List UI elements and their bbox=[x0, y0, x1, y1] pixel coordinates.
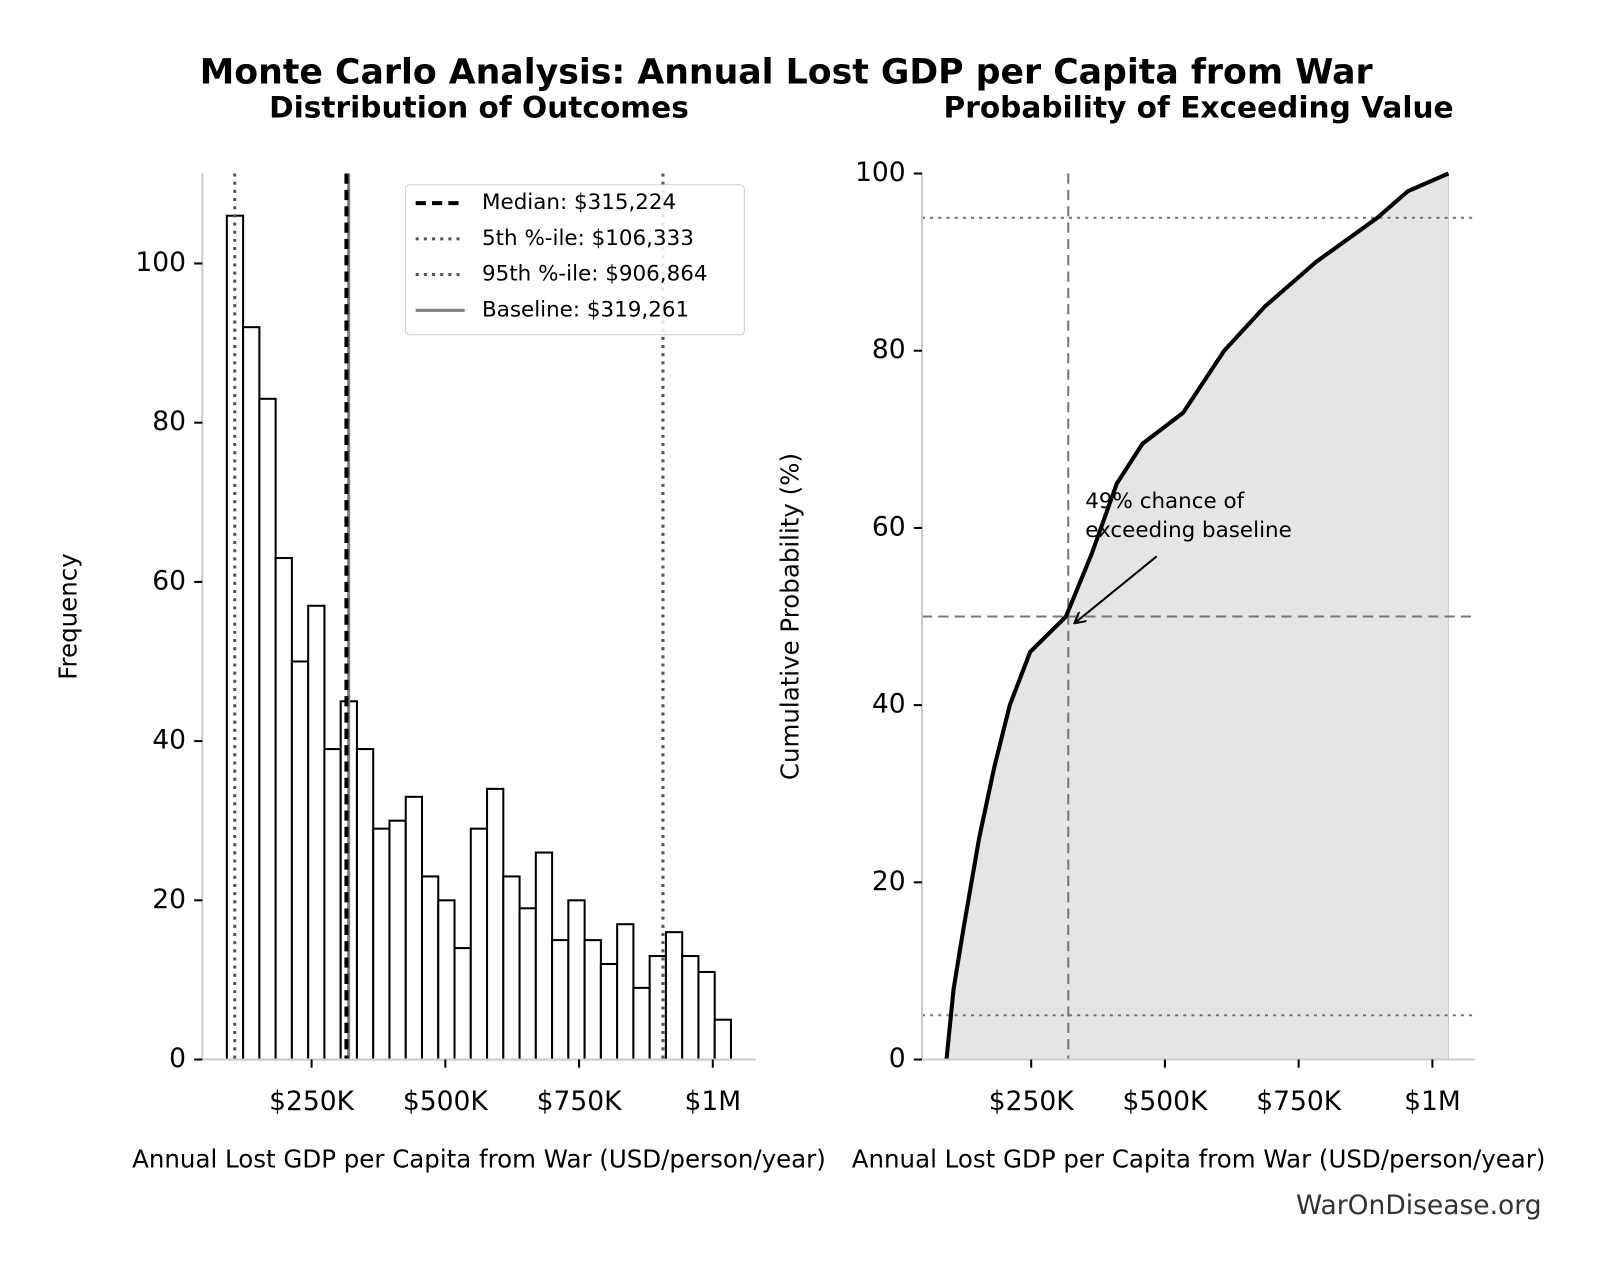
hist-bar bbox=[502, 875, 521, 1061]
y-axis-label: Frequency bbox=[54, 553, 83, 679]
y-tick-label: 100 bbox=[135, 247, 186, 278]
annotation: exceeding baseline bbox=[1085, 518, 1292, 543]
hist-bar bbox=[567, 899, 586, 1061]
hist-bar bbox=[290, 660, 310, 1061]
x-tick-label: $250K bbox=[269, 1086, 354, 1117]
x-tick-label: $500K bbox=[1123, 1086, 1208, 1117]
y-tick-label: 60 bbox=[872, 511, 906, 542]
y-tick-label: 20 bbox=[152, 884, 186, 915]
hist-bar bbox=[355, 748, 375, 1061]
subplot-title: Distribution of Outcomes bbox=[269, 91, 689, 125]
hist-bar bbox=[486, 787, 505, 1061]
hist-bar bbox=[372, 827, 391, 1061]
y-tick-label: 60 bbox=[152, 565, 186, 596]
hist-bar bbox=[323, 748, 342, 1061]
hist-bar bbox=[534, 851, 554, 1061]
hist-bar bbox=[713, 1018, 733, 1061]
x-axis-label: Annual Lost GDP per Capita from War (USD… bbox=[852, 1145, 1546, 1174]
line bbox=[944, 171, 1450, 1060]
hist-bar bbox=[599, 962, 619, 1061]
y-tick-label: 40 bbox=[152, 725, 186, 756]
hist-bar bbox=[453, 947, 472, 1061]
x-tick-label: $1M bbox=[684, 1086, 741, 1117]
y-tick-label: 20 bbox=[872, 866, 906, 897]
hist-bar bbox=[469, 827, 489, 1061]
hist-bar bbox=[632, 986, 651, 1061]
legend-label: Median: $315,224 bbox=[482, 190, 676, 215]
hist-bar bbox=[551, 939, 570, 1061]
x-axis-label: Annual Lost GDP per Capita from War (USD… bbox=[132, 1145, 826, 1174]
legend-box bbox=[404, 184, 745, 336]
y-tick-label: 0 bbox=[169, 1043, 186, 1074]
subplot-title: Probability of Exceeding Value bbox=[944, 91, 1454, 125]
hist-bar bbox=[420, 875, 440, 1061]
hist-bar bbox=[274, 556, 293, 1061]
x-tick-label: $500K bbox=[403, 1086, 488, 1117]
y-tick-label: 40 bbox=[872, 689, 906, 720]
hist-bar bbox=[681, 955, 700, 1061]
x-tick-label: $750K bbox=[537, 1086, 622, 1117]
hist-bar bbox=[258, 397, 277, 1061]
legend-label: 95th %-ile: $906,864 bbox=[482, 262, 707, 287]
y-tick-label: 80 bbox=[152, 406, 186, 437]
figure-title: Monte Carlo Analysis: Annual Lost GDP pe… bbox=[200, 52, 1373, 92]
y-tick-label: 80 bbox=[872, 334, 906, 365]
hist-bar bbox=[388, 819, 407, 1061]
legend-label: Baseline: $319,261 bbox=[482, 297, 689, 322]
annotation: 49% chance of bbox=[1085, 489, 1244, 514]
annotation-arrow bbox=[1074, 555, 1158, 623]
hist-bar bbox=[437, 899, 456, 1061]
hist-bar bbox=[307, 604, 326, 1061]
y-tick-label: 0 bbox=[889, 1043, 906, 1074]
x-tick-label: $1M bbox=[1404, 1086, 1461, 1117]
hist-bar bbox=[664, 931, 684, 1061]
source: WarOnDisease.org bbox=[1296, 1190, 1542, 1221]
hist-bar bbox=[518, 907, 537, 1061]
x-tick-label: $250K bbox=[989, 1086, 1074, 1117]
hist-bar bbox=[697, 970, 716, 1061]
x-tick-label: $750K bbox=[1256, 1086, 1341, 1117]
legend-label: 5th %-ile: $106,333 bbox=[482, 226, 694, 251]
hist-bar bbox=[404, 795, 424, 1061]
hist-bar bbox=[583, 939, 602, 1061]
y-axis-label: Cumulative Probability (%) bbox=[775, 453, 804, 780]
y-tick-label: 100 bbox=[855, 157, 906, 188]
hist-bar bbox=[616, 923, 635, 1061]
hist-bar bbox=[242, 326, 261, 1061]
